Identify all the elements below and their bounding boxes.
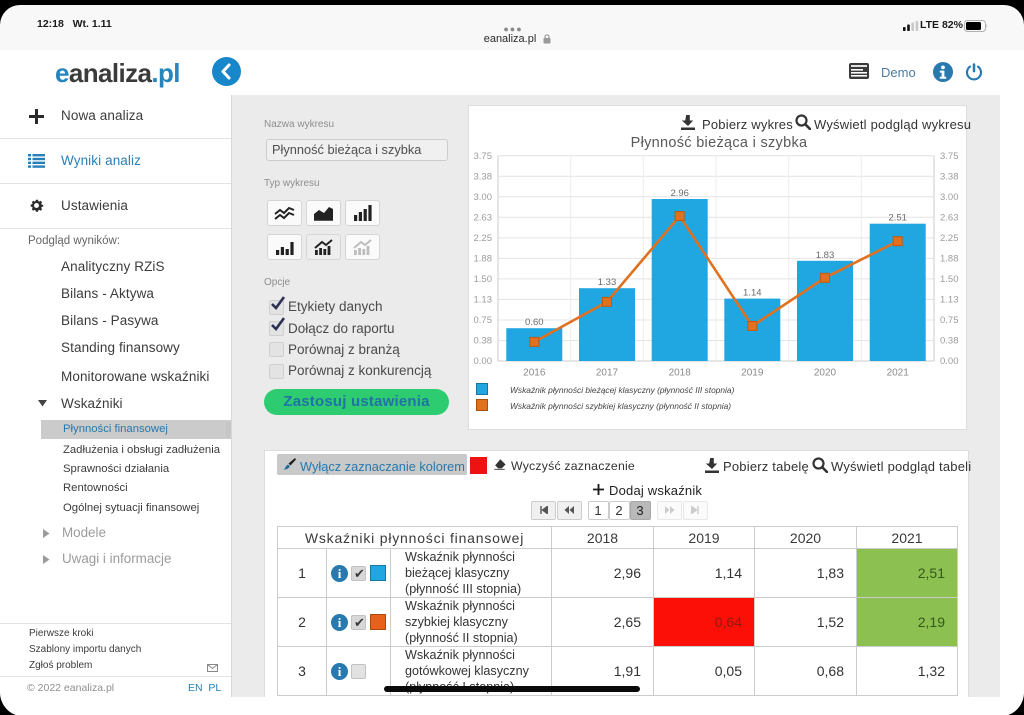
svg-text:Wskaźnik płynności bieżącej kl: Wskaźnik płynności bieżącej klasyczny (p… bbox=[510, 385, 735, 395]
svg-text:2017: 2017 bbox=[596, 368, 619, 379]
svg-text:0.38: 0.38 bbox=[474, 336, 493, 347]
svg-text:1.33: 1.33 bbox=[598, 277, 617, 288]
svg-text:2.63: 2.63 bbox=[940, 212, 959, 223]
svg-text:3.38: 3.38 bbox=[474, 171, 493, 182]
svg-text:1.83: 1.83 bbox=[816, 250, 835, 261]
svg-text:Wskaźnik płynności szybkiej kl: Wskaźnik płynności szybkiej klasyczny (p… bbox=[510, 401, 731, 411]
svg-text:1.50: 1.50 bbox=[474, 274, 493, 285]
svg-text:3.00: 3.00 bbox=[474, 192, 493, 203]
svg-text:2018: 2018 bbox=[669, 368, 692, 379]
svg-text:1.88: 1.88 bbox=[474, 253, 493, 264]
svg-text:0.00: 0.00 bbox=[474, 356, 493, 367]
svg-text:2.63: 2.63 bbox=[474, 212, 493, 223]
svg-text:3.75: 3.75 bbox=[940, 151, 959, 162]
svg-text:2.25: 2.25 bbox=[474, 233, 493, 244]
svg-text:2019: 2019 bbox=[741, 368, 764, 379]
svg-text:3.00: 3.00 bbox=[940, 192, 959, 203]
svg-text:3.38: 3.38 bbox=[940, 171, 959, 182]
svg-text:2020: 2020 bbox=[814, 368, 837, 379]
svg-text:2016: 2016 bbox=[523, 368, 546, 379]
svg-text:2.25: 2.25 bbox=[940, 233, 959, 244]
svg-text:0.60: 0.60 bbox=[525, 317, 544, 328]
svg-text:1.13: 1.13 bbox=[474, 294, 493, 305]
svg-text:1.50: 1.50 bbox=[940, 274, 959, 285]
svg-text:2.51: 2.51 bbox=[888, 213, 907, 224]
svg-text:0.75: 0.75 bbox=[940, 315, 959, 326]
svg-text:2021: 2021 bbox=[887, 368, 910, 379]
svg-text:0.00: 0.00 bbox=[940, 356, 959, 367]
svg-text:0.38: 0.38 bbox=[940, 336, 959, 347]
svg-text:3.75: 3.75 bbox=[474, 151, 493, 162]
svg-text:Płynność bieżąca i szybka: Płynność bieżąca i szybka bbox=[631, 135, 808, 151]
svg-text:0.75: 0.75 bbox=[474, 315, 493, 326]
svg-text:1.14: 1.14 bbox=[743, 288, 762, 299]
svg-text:2.96: 2.96 bbox=[670, 188, 689, 199]
svg-text:1.88: 1.88 bbox=[940, 253, 959, 264]
svg-text:1.13: 1.13 bbox=[940, 294, 959, 305]
